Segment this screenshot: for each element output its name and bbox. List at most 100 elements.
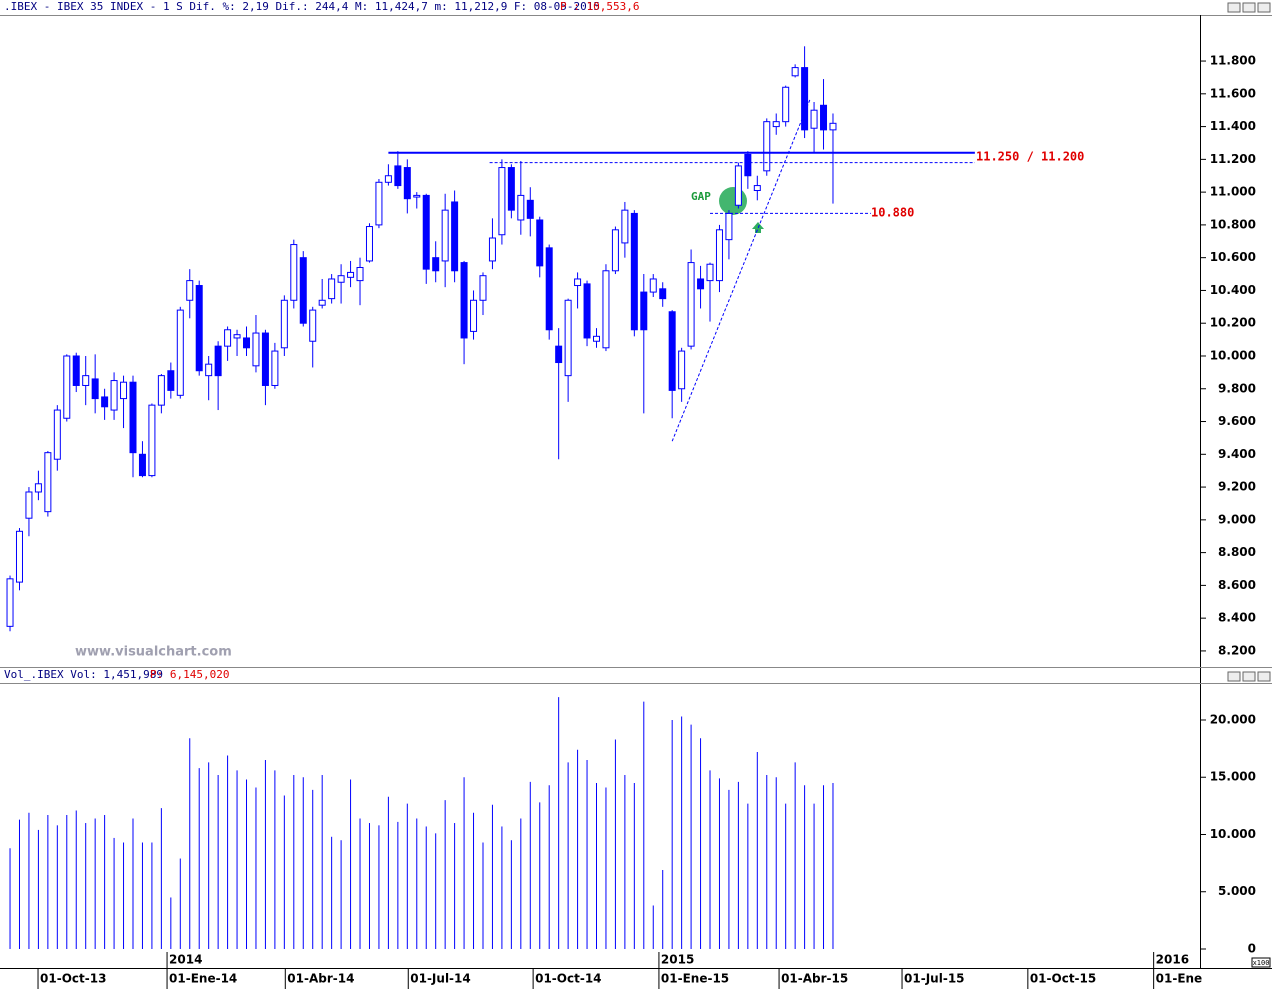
- y-tick-label: 8.400: [1218, 611, 1256, 625]
- candle-body: [403, 167, 411, 200]
- candle-body: [782, 86, 790, 123]
- candle-body: [555, 345, 563, 364]
- candle-body: [138, 453, 146, 477]
- candle-body: [498, 167, 506, 236]
- x-tick-label: 01-Oct-13: [40, 972, 106, 986]
- candle-body: [195, 285, 203, 372]
- candle-body: [252, 332, 260, 367]
- candle-body: [422, 194, 430, 270]
- y-tick-label: 10.000: [1210, 348, 1256, 362]
- candle-body: [186, 280, 194, 301]
- window-buttons[interactable]: [1227, 2, 1271, 682]
- x-tick-label: 01-Jul-15: [904, 972, 964, 986]
- candle-body: [6, 578, 14, 627]
- candle-body: [536, 219, 544, 267]
- candle-body: [224, 329, 232, 347]
- y-tick-label: 11.200: [1210, 152, 1256, 166]
- candle-body: [763, 121, 771, 172]
- y-tick-label: 11.400: [1210, 119, 1256, 133]
- candle-body: [280, 299, 288, 349]
- candle-body: [441, 209, 449, 262]
- candle-body: [451, 201, 459, 272]
- candle-body: [72, 355, 80, 386]
- x-tick-label: 01-Jul-14: [410, 972, 470, 986]
- candle-body: [678, 350, 686, 390]
- x-tick-label: 01-Abr-15: [781, 972, 848, 986]
- gap-label: GAP: [691, 190, 711, 203]
- watermark: www.visualchart.com: [75, 645, 232, 660]
- candle-body: [53, 409, 61, 460]
- candle-body: [801, 67, 809, 131]
- candle-body: [820, 104, 828, 131]
- candle-body: [394, 165, 402, 187]
- minimize-button[interactable]: [1227, 671, 1241, 682]
- candle-body: [34, 483, 42, 493]
- candle-body: [157, 375, 165, 406]
- candle-body: [271, 350, 279, 386]
- candle-body: [706, 263, 714, 282]
- y-tick-label: 20.000: [1210, 712, 1256, 726]
- candle-body: [243, 337, 251, 349]
- gap-marker: [719, 187, 747, 215]
- y-tick-label: 11.800: [1210, 54, 1256, 68]
- candle-body: [375, 181, 383, 226]
- candle-body: [15, 530, 23, 583]
- level-label: 10.880: [871, 206, 914, 220]
- candle-body: [593, 335, 601, 342]
- candle-body: [148, 404, 156, 477]
- candle-body: [753, 185, 761, 191]
- y-tick-label: 10.400: [1210, 283, 1256, 297]
- y-tick-label: 9.600: [1218, 414, 1256, 428]
- y-tick-label: 10.600: [1210, 250, 1256, 264]
- candle-body: [432, 257, 440, 272]
- candle-body: [526, 199, 534, 219]
- candle-body: [488, 237, 496, 262]
- candle-body: [25, 491, 33, 519]
- candle-body: [233, 334, 241, 339]
- candle-body: [687, 262, 695, 347]
- y-tick-label: 8.600: [1218, 578, 1256, 592]
- y-tick-label: 8.200: [1218, 643, 1256, 657]
- candle-body: [744, 153, 752, 177]
- y-tick-label: 9.000: [1218, 512, 1256, 526]
- candle-body: [129, 381, 137, 454]
- candle-body: [205, 363, 213, 377]
- candle-body: [810, 109, 818, 129]
- level-label: 11.250 / 11.200: [976, 150, 1084, 164]
- candle-body: [413, 194, 421, 198]
- y-tick-label: 11.000: [1210, 185, 1256, 199]
- candle-body: [725, 212, 733, 241]
- candle-body: [167, 370, 175, 391]
- y-tick-label: 10.000: [1210, 827, 1256, 841]
- minimize-button[interactable]: [1227, 2, 1241, 13]
- close-button[interactable]: [1257, 2, 1271, 13]
- y-tick-label: 9.400: [1218, 447, 1256, 461]
- chart-title: .IBEX - IBEX 35 INDEX - 1 S Dif. %: 2,19…: [4, 0, 600, 13]
- candle-body: [517, 194, 525, 221]
- candle-body: [318, 299, 326, 306]
- candle-body: [611, 229, 619, 272]
- candle-body: [261, 332, 269, 386]
- candle-body: [697, 278, 705, 290]
- candle-body: [564, 299, 572, 377]
- maximize-button[interactable]: [1242, 2, 1256, 13]
- year-tick-label: 2016: [1156, 953, 1189, 967]
- x-tick-label: 01-Ene: [1156, 972, 1203, 986]
- candle-body: [44, 452, 52, 513]
- candle-body: [347, 271, 355, 278]
- candle-body: [507, 167, 515, 211]
- candle-body: [309, 309, 317, 342]
- candle-body: [91, 378, 99, 400]
- candle-body: [545, 247, 553, 331]
- candle-body: [715, 229, 723, 282]
- maximize-button[interactable]: [1242, 671, 1256, 682]
- candle-body: [337, 275, 345, 283]
- y-tick-label: 0: [1248, 941, 1256, 955]
- candle-body: [328, 278, 336, 300]
- y-tick-label: 9.800: [1218, 381, 1256, 395]
- x-tick-label: 01-Ene-14: [169, 972, 237, 986]
- candle-body: [356, 267, 364, 282]
- close-button[interactable]: [1257, 671, 1271, 682]
- candle-body: [583, 283, 591, 339]
